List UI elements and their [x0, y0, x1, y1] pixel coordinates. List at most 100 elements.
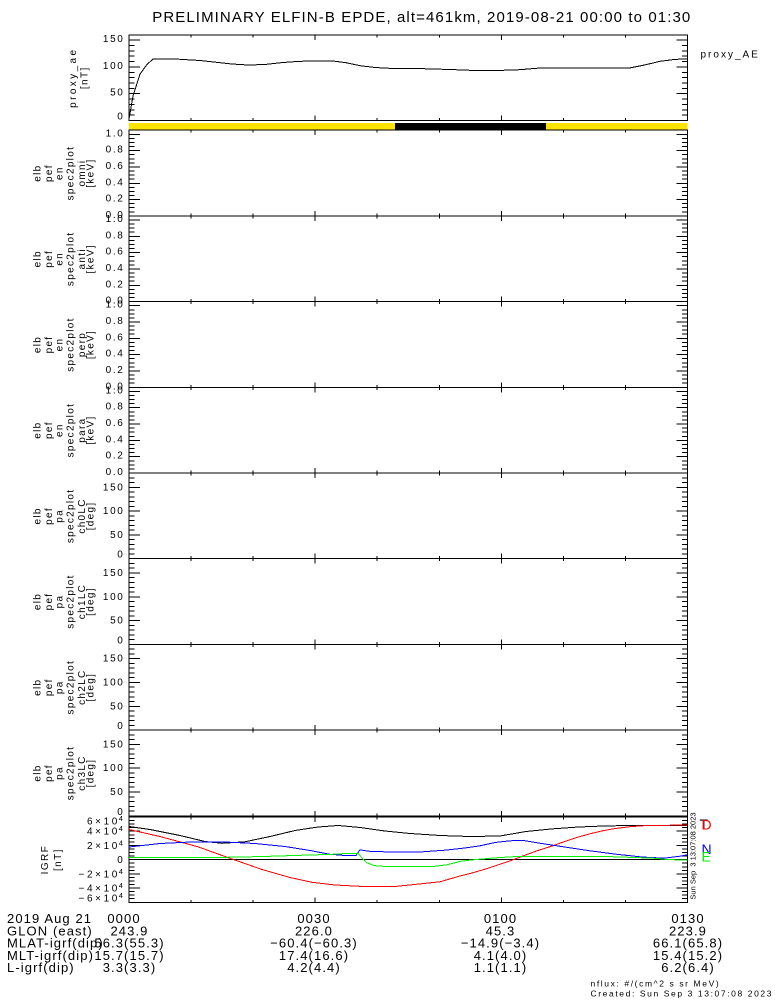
- svg-text:3.3(3.3): 3.3(3.3): [103, 960, 157, 975]
- svg-text:spec2plot: spec2plot: [66, 660, 77, 715]
- svg-text:spec2plot: spec2plot: [66, 317, 77, 372]
- svg-text:T: T: [700, 816, 709, 832]
- svg-text:2×104: 2×104: [87, 838, 126, 852]
- svg-text:0.4: 0.4: [106, 177, 125, 188]
- svg-text:4×104: 4×104: [87, 824, 126, 838]
- svg-text:0.0: 0.0: [106, 296, 125, 307]
- svg-text:elb: elb: [32, 593, 43, 610]
- svg-text:50: 50: [110, 787, 124, 798]
- svg-text:150: 150: [103, 482, 125, 493]
- svg-text:en: en: [55, 338, 66, 352]
- svg-text:50: 50: [110, 530, 124, 541]
- svg-text:0.0: 0.0: [106, 381, 125, 392]
- svg-text:226.0: 226.0: [295, 923, 333, 938]
- svg-text:0.4: 0.4: [106, 434, 125, 445]
- svg-text:−14.9(−3.4): −14.9(−3.4): [461, 936, 540, 951]
- svg-text:0.6: 0.6: [106, 418, 125, 429]
- svg-text:66.1(65.8): 66.1(65.8): [653, 936, 723, 951]
- svg-text:223.9: 223.9: [669, 923, 707, 938]
- svg-text:50: 50: [110, 701, 124, 712]
- svg-text:D: D: [702, 817, 712, 833]
- svg-text:100: 100: [103, 506, 125, 517]
- svg-text:spec2plot: spec2plot: [66, 746, 77, 801]
- svg-text:100: 100: [103, 61, 125, 72]
- svg-text:100: 100: [103, 678, 125, 689]
- svg-text:N: N: [702, 841, 712, 857]
- svg-text:−2×104: −2×104: [79, 867, 126, 881]
- svg-text:56.3(55.3): 56.3(55.3): [94, 936, 164, 951]
- svg-text:perp: perp: [77, 332, 88, 357]
- svg-text:[deg]: [deg]: [86, 502, 97, 531]
- svg-text:elb: elb: [32, 421, 43, 438]
- svg-text:0.2: 0.2: [106, 451, 125, 462]
- svg-text:MLAT-igrf(dip): MLAT-igrf(dip): [7, 936, 104, 951]
- svg-text:1.1(1.1): 1.1(1.1): [474, 960, 528, 975]
- svg-text:0.6: 0.6: [106, 247, 125, 258]
- svg-text:GLON (east): GLON (east): [7, 923, 93, 938]
- svg-text:15.4(15.2): 15.4(15.2): [653, 948, 723, 963]
- svg-text:0: 0: [117, 550, 124, 561]
- svg-text:pef: pef: [44, 593, 55, 611]
- svg-text:6.2(6.4): 6.2(6.4): [661, 960, 715, 975]
- svg-text:elb: elb: [32, 507, 43, 524]
- svg-text:0030: 0030: [297, 911, 330, 926]
- svg-text:omni: omni: [77, 160, 88, 187]
- svg-text:0100: 0100: [484, 911, 517, 926]
- svg-text:elb: elb: [32, 336, 43, 353]
- svg-text:0: 0: [117, 635, 124, 646]
- svg-text:1.0: 1.0: [106, 128, 125, 139]
- svg-text:0.8: 0.8: [106, 316, 125, 327]
- svg-text:pef: pef: [44, 507, 55, 525]
- svg-text:4.1(4.0): 4.1(4.0): [474, 948, 528, 963]
- svg-text:1.0: 1.0: [106, 385, 125, 396]
- svg-text:45.3: 45.3: [486, 923, 516, 938]
- svg-text:[keV]: [keV]: [86, 158, 97, 187]
- svg-text:[keV]: [keV]: [86, 330, 97, 359]
- svg-text:15.7(15.7): 15.7(15.7): [94, 948, 164, 963]
- svg-text:0000: 0000: [107, 911, 140, 926]
- svg-text:pef: pef: [44, 421, 55, 439]
- svg-text:pef: pef: [44, 678, 55, 696]
- svg-text:150: 150: [103, 568, 125, 579]
- svg-text:6×104: 6×104: [87, 814, 126, 828]
- svg-text:0.0: 0.0: [106, 210, 125, 221]
- svg-text:0130: 0130: [671, 911, 704, 926]
- svg-text:100: 100: [103, 763, 125, 774]
- svg-text:elb: elb: [32, 164, 43, 181]
- svg-text:4.2(4.4): 4.2(4.4): [287, 960, 341, 975]
- svg-text:17.4(16.6): 17.4(16.6): [279, 948, 349, 963]
- svg-text:pa: pa: [55, 509, 66, 523]
- svg-text:1.0: 1.0: [106, 300, 125, 311]
- svg-text:pa: pa: [55, 595, 66, 609]
- svg-text:proxy_ae: proxy_ae: [68, 48, 79, 108]
- svg-text:0.2: 0.2: [106, 365, 125, 376]
- svg-text:spec2plot: spec2plot: [66, 232, 77, 287]
- svg-text:en: en: [55, 252, 66, 266]
- svg-text:Sun Sep 3 13:07:08 2023: Sun Sep 3 13:07:08 2023: [689, 812, 698, 899]
- svg-text:para: para: [77, 417, 88, 442]
- svg-text:[deg]: [deg]: [86, 759, 97, 788]
- svg-text:−6×104: −6×104: [79, 891, 126, 905]
- svg-text:ch2LC: ch2LC: [77, 669, 88, 704]
- svg-text:0.8: 0.8: [106, 145, 125, 156]
- svg-text:0.6: 0.6: [106, 161, 125, 172]
- svg-text:en: en: [55, 423, 66, 437]
- svg-text:0: 0: [117, 855, 124, 866]
- svg-text:ch1LC: ch1LC: [77, 584, 88, 619]
- svg-text:[nT]: [nT]: [53, 848, 64, 871]
- svg-text:pef: pef: [44, 336, 55, 354]
- svg-text:proxy_AE: proxy_AE: [701, 50, 760, 61]
- svg-text:Created: Sun Sep 3 13:07:08 2: Created: Sun Sep 3 13:07:08 2023: [591, 989, 774, 999]
- svg-text:0.4: 0.4: [106, 349, 125, 360]
- svg-text:0.0: 0.0: [106, 467, 125, 478]
- svg-text:0.6: 0.6: [106, 332, 125, 343]
- svg-text:[nT]: [nT]: [80, 66, 91, 89]
- svg-text:0: 0: [117, 721, 124, 732]
- svg-text:0.4: 0.4: [106, 263, 125, 274]
- svg-text:L-igrf(dip): L-igrf(dip): [7, 960, 75, 975]
- svg-text:1.0: 1.0: [106, 214, 125, 225]
- svg-text:150: 150: [103, 654, 125, 665]
- svg-text:−4×104: −4×104: [79, 881, 126, 895]
- svg-text:nflux: #/(cm^2 s sr MeV): nflux: #/(cm^2 s sr MeV): [591, 979, 721, 989]
- svg-text:0.2: 0.2: [106, 194, 125, 205]
